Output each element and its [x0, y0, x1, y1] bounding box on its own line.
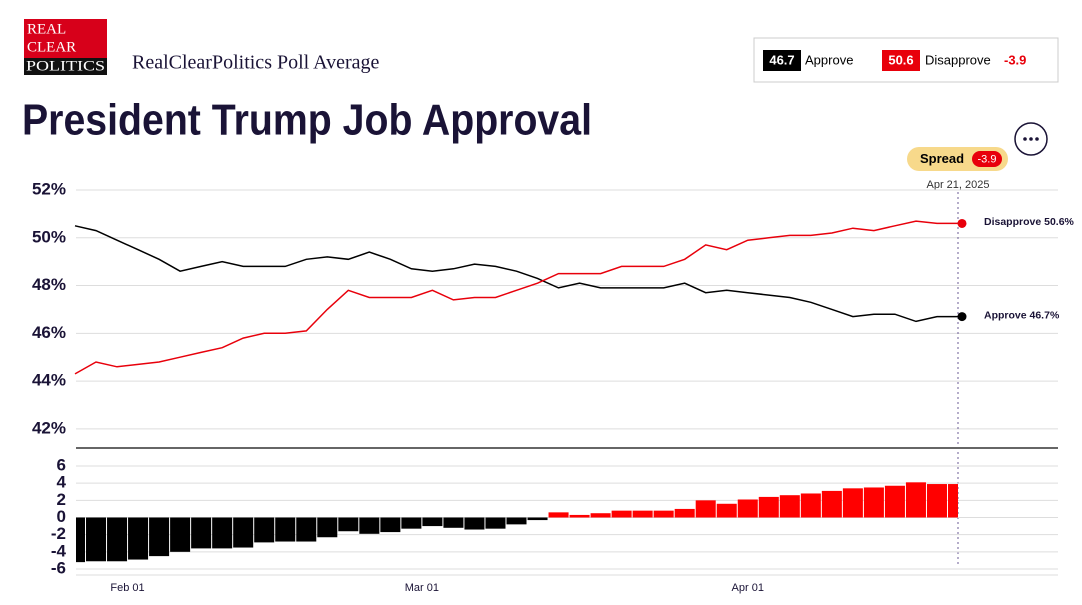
y-tick-label: 2 — [57, 490, 66, 509]
bar — [191, 517, 212, 549]
x-tick-label: Feb 01 — [110, 582, 144, 594]
bar — [926, 484, 947, 518]
end-label: Disapprove 50.6% — [984, 216, 1075, 228]
legend-label: Approve — [805, 52, 853, 67]
bar — [380, 517, 401, 533]
y-tick-label: 48% — [32, 275, 66, 294]
bar — [842, 488, 863, 518]
bar — [779, 495, 800, 518]
bar — [653, 510, 674, 518]
bar — [76, 517, 86, 563]
bar — [128, 517, 149, 560]
bar — [716, 503, 737, 518]
chart-title: President Trump Job Approval — [22, 96, 592, 145]
logo-text: REAL — [27, 21, 66, 37]
end-dot — [957, 218, 967, 228]
logo-band — [24, 58, 107, 75]
more-button[interactable] — [1014, 122, 1048, 156]
disapprove-value: 50.6 — [888, 52, 913, 67]
subtitle: RealClearPolitics Poll Average — [132, 52, 379, 74]
bar — [527, 517, 548, 521]
disapprove-badge — [882, 50, 920, 71]
date-label: Apr 21, 2025 — [927, 179, 990, 191]
y-tick-label: 42% — [32, 418, 66, 437]
end-label: Approve 46.7% — [984, 309, 1060, 321]
spread-value: -3.9 — [1004, 52, 1026, 67]
bar — [674, 508, 695, 518]
x-tick-label: Mar 01 — [405, 582, 439, 594]
bar — [569, 514, 590, 518]
bar — [590, 513, 611, 518]
approve-badge — [763, 50, 801, 71]
bar — [695, 500, 716, 518]
y-tick-label: 46% — [32, 323, 66, 342]
bar — [800, 493, 821, 518]
y-tick-label: -2 — [51, 524, 66, 543]
bar — [317, 517, 338, 538]
bar — [947, 484, 958, 518]
bar — [254, 517, 275, 543]
bar — [401, 517, 422, 529]
y-tick-label: 52% — [32, 179, 66, 198]
bar — [107, 517, 128, 562]
spread-badge-value: -3.9 — [978, 153, 997, 165]
spread-badge — [972, 151, 1002, 167]
bar — [884, 485, 905, 518]
bar — [611, 510, 632, 518]
bar — [821, 490, 842, 518]
bar — [464, 517, 485, 530]
bar — [359, 517, 380, 534]
series-line — [74, 220, 958, 375]
bar — [485, 517, 506, 529]
approve-value: 46.7 — [769, 52, 794, 67]
y-tick-label: 50% — [32, 227, 66, 246]
y-tick-label: 44% — [32, 371, 66, 390]
bar — [170, 517, 191, 552]
end-dot — [957, 312, 967, 322]
bar — [758, 496, 779, 518]
bar — [863, 487, 884, 518]
bar — [275, 517, 296, 542]
logo-text: CLEAR — [27, 39, 76, 55]
bar — [422, 517, 443, 527]
bar — [506, 517, 527, 525]
bar — [548, 512, 569, 518]
bar — [443, 517, 464, 528]
logo-text: POLITICS — [26, 58, 105, 74]
y-tick-label: -4 — [51, 541, 67, 560]
bar — [212, 517, 233, 549]
series-line — [74, 225, 958, 323]
bar — [296, 517, 317, 542]
bar — [233, 517, 254, 548]
bar — [632, 510, 653, 518]
spread-label: Spread — [920, 151, 964, 166]
y-tick-label: 4 — [57, 473, 67, 492]
y-tick-label: 0 — [57, 507, 66, 526]
bar — [338, 517, 359, 532]
bar — [86, 517, 107, 562]
bar — [149, 517, 170, 557]
bar — [905, 482, 926, 518]
bars — [76, 482, 958, 563]
bar — [737, 499, 758, 518]
x-tick-label: Apr 01 — [732, 582, 764, 594]
y-tick-label: 6 — [57, 456, 66, 475]
legend-label: Disapprove — [925, 52, 991, 67]
y-tick-label: -6 — [51, 558, 66, 577]
